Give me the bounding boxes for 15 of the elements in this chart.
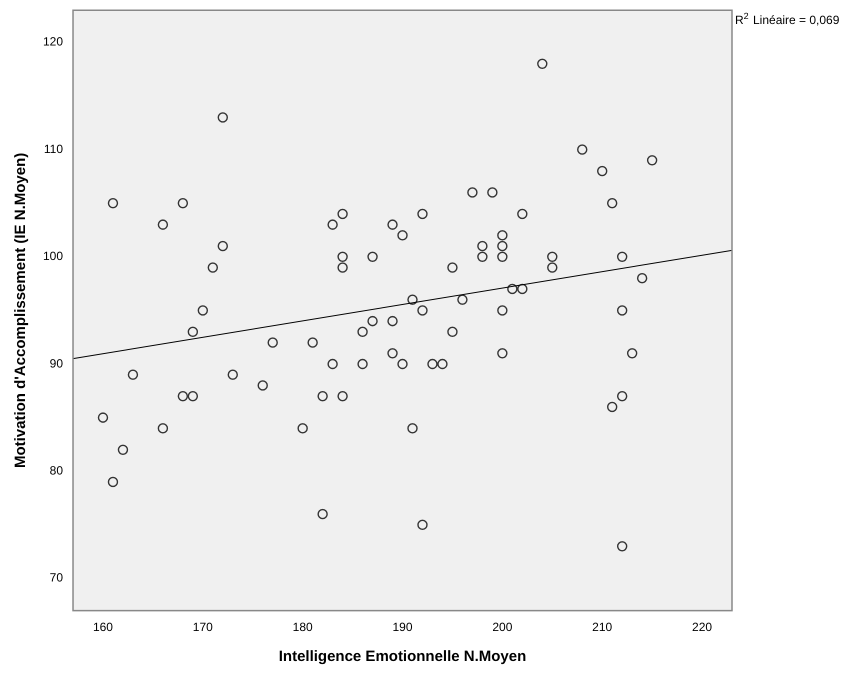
y-axis-title: Motivation d'Accomplissement (IE N.Moyen) — [12, 152, 30, 468]
x-tick-label: 210 — [592, 620, 613, 634]
x-tick-label: 180 — [292, 620, 313, 634]
x-tick-label: 200 — [492, 620, 513, 634]
y-tick-label: 110 — [44, 142, 64, 156]
y-tick-label: 120 — [42, 34, 64, 49]
y-tick-label: 80 — [50, 464, 64, 478]
y-tick-label: 90 — [50, 356, 64, 370]
x-tick-label: 170 — [192, 620, 214, 634]
x-tick-label: 190 — [392, 620, 413, 634]
x-tick-label: 160 — [92, 620, 114, 634]
y-tick-label: 70 — [50, 570, 64, 585]
x-axis-title: Intelligence Emotionnelle N.Moyen — [278, 648, 526, 666]
x-tick-label: 220 — [692, 620, 712, 634]
y-tick-label: 100 — [42, 249, 64, 264]
